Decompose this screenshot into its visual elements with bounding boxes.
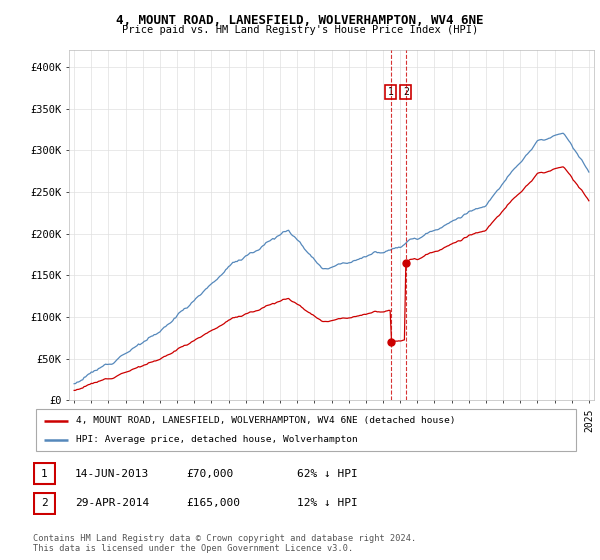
Text: Contains HM Land Registry data © Crown copyright and database right 2024.
This d: Contains HM Land Registry data © Crown c… [33, 534, 416, 553]
Text: £165,000: £165,000 [186, 498, 240, 508]
Text: 4, MOUNT ROAD, LANESFIELD, WOLVERHAMPTON, WV4 6NE: 4, MOUNT ROAD, LANESFIELD, WOLVERHAMPTON… [116, 14, 484, 27]
Text: 14-JUN-2013: 14-JUN-2013 [75, 469, 149, 479]
Text: 1: 1 [41, 469, 48, 479]
Text: 4, MOUNT ROAD, LANESFIELD, WOLVERHAMPTON, WV4 6NE (detached house): 4, MOUNT ROAD, LANESFIELD, WOLVERHAMPTON… [77, 416, 456, 425]
Text: £70,000: £70,000 [186, 469, 233, 479]
Text: HPI: Average price, detached house, Wolverhampton: HPI: Average price, detached house, Wolv… [77, 435, 358, 445]
Text: 2: 2 [41, 498, 48, 508]
FancyBboxPatch shape [36, 409, 576, 451]
Text: Price paid vs. HM Land Registry's House Price Index (HPI): Price paid vs. HM Land Registry's House … [122, 25, 478, 35]
Text: 2: 2 [403, 87, 409, 97]
Text: 12% ↓ HPI: 12% ↓ HPI [297, 498, 358, 508]
Text: 29-APR-2014: 29-APR-2014 [75, 498, 149, 508]
FancyBboxPatch shape [34, 493, 55, 514]
Text: 62% ↓ HPI: 62% ↓ HPI [297, 469, 358, 479]
Text: 1: 1 [388, 87, 394, 97]
FancyBboxPatch shape [34, 463, 55, 484]
